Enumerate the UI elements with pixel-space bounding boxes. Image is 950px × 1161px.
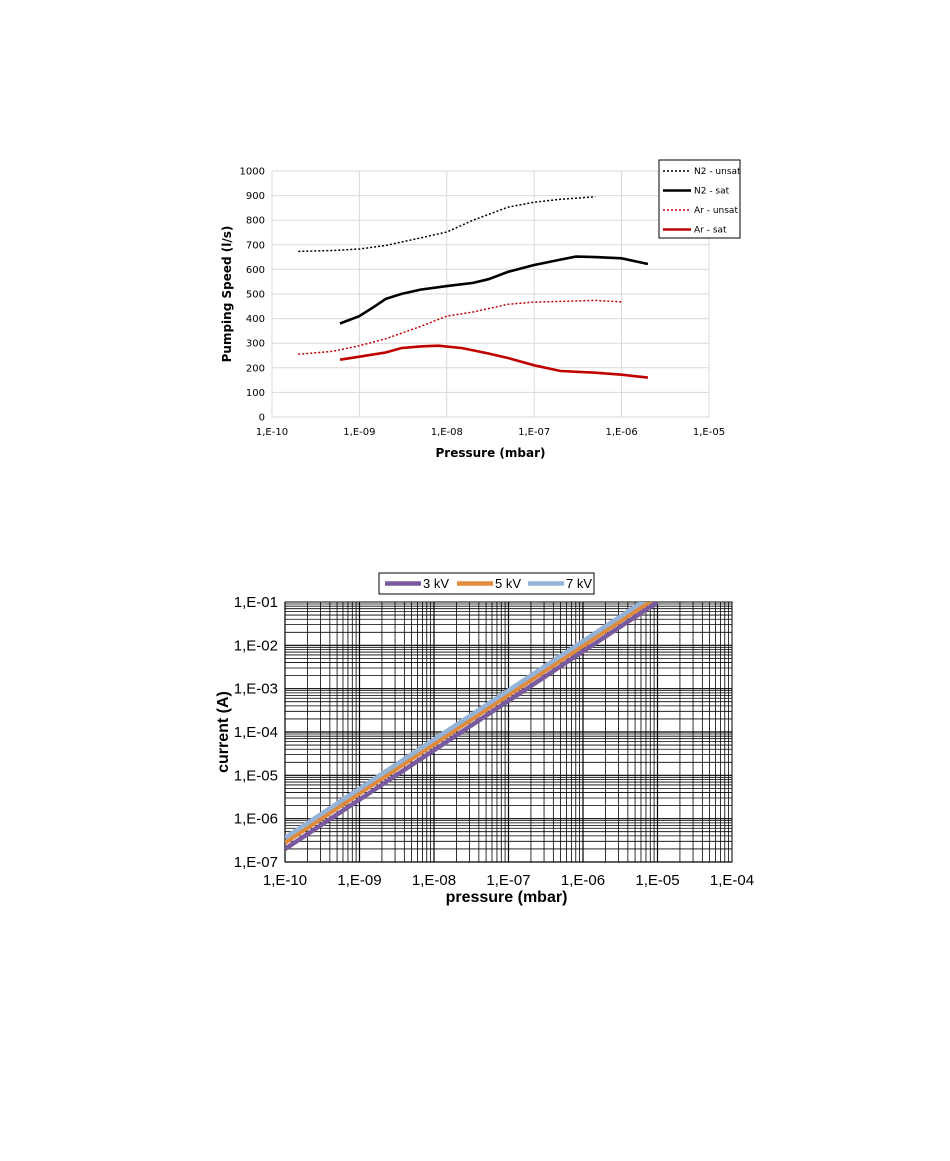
y-tick-label: 700	[246, 240, 265, 251]
y-tick-label: 1,E-04	[234, 724, 278, 741]
y-tick-label: 100	[246, 388, 265, 399]
series-line	[298, 299, 622, 356]
x-tick-label: 1,E-09	[337, 872, 381, 889]
x-tick-label: 1,E-09	[343, 427, 375, 438]
series-line	[285, 602, 654, 845]
legend-label: N2 - unsat	[694, 167, 741, 177]
x-tick-label: 1,E-07	[486, 872, 530, 889]
legend-label: Ar - unsat	[694, 206, 738, 216]
y-tick-label: 400	[246, 314, 265, 325]
y-tick-label: 0	[259, 413, 265, 424]
y-tick-label: 300	[246, 339, 265, 350]
x-tick-label: 1,E-04	[710, 872, 754, 889]
legend-label: 3 kV	[423, 576, 449, 591]
y-tick-label: 500	[246, 290, 265, 301]
x-tick-label: 1,E-08	[412, 872, 456, 889]
legend: N2 - unsat N2 - sat Ar - unsat Ar - sat	[658, 159, 741, 239]
legend-box	[658, 159, 741, 239]
y-tick-label: 1,E-06	[234, 811, 278, 828]
y-axis-label: current (A)	[215, 691, 232, 773]
legend-label: N2 - sat	[694, 187, 730, 197]
current-pressure-chart: 1,E-10 1,E-09 1,E-08 1,E-07 1,E-06 1,E-05 1,E-…	[215, 572, 754, 906]
series-line	[285, 602, 647, 840]
y-tick-label: 1,E-07	[234, 854, 278, 871]
y-tick-label: 200	[246, 363, 265, 374]
y-tick-label: 800	[246, 216, 265, 227]
x-tick-label: 1,E-05	[693, 427, 725, 438]
series-line	[285, 602, 659, 851]
x-tick-label: 1,E-07	[518, 427, 550, 438]
y-tick-label: 1,E-03	[234, 681, 278, 698]
x-axis-label: Pressure (mbar)	[436, 446, 546, 460]
x-tick-label: 1,E-10	[263, 872, 307, 889]
x-tick-label: 1,E-06	[605, 427, 637, 438]
x-tick-label: 1,E-06	[561, 872, 605, 889]
y-tick-label: 1,E-02	[234, 637, 278, 654]
pumping-speed-chart: 0 100 200 300 400 500 600 700 800 900 1000 1,E-10 1,…	[220, 159, 741, 460]
y-tick-label: 1,E-01	[234, 594, 278, 611]
x-tick-label: 1,E-08	[431, 427, 463, 438]
x-axis-label: pressure (mbar)	[446, 889, 568, 906]
series-line	[339, 255, 649, 325]
y-tick-label: 1,E-05	[234, 767, 278, 784]
series-line	[339, 344, 649, 379]
x-tick-label: 1,E-05	[635, 872, 679, 889]
legend: 3 kV 5 kV 7 kV	[378, 572, 595, 595]
series-group	[285, 602, 659, 851]
y-tick-label: 900	[246, 191, 265, 202]
legend-label: 5 kV	[495, 576, 521, 591]
legend-label: 7 kV	[566, 576, 592, 591]
y-tick-label: 1000	[240, 167, 265, 178]
legend-label: Ar - sat	[694, 226, 727, 236]
series-line	[298, 196, 596, 253]
y-axis-label: Pumping Speed (l/s)	[220, 226, 234, 363]
y-tick-label: 600	[246, 265, 265, 276]
x-tick-label: 1,E-10	[256, 427, 288, 438]
